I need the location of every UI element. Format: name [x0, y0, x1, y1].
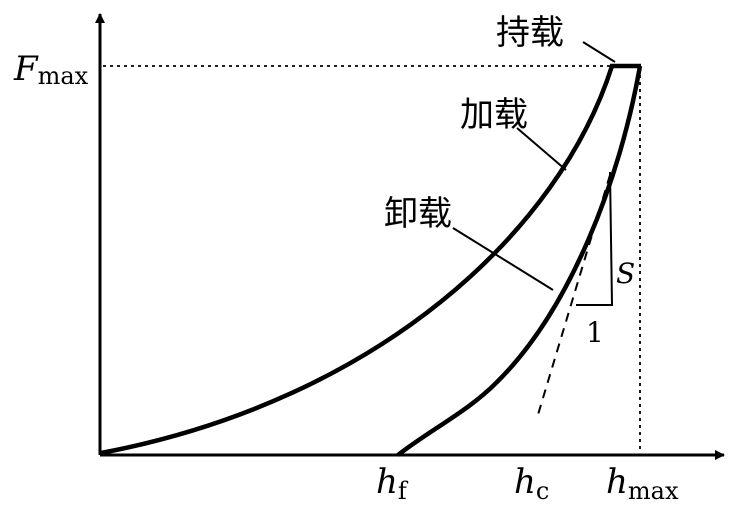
y-axis-subscript: max [38, 62, 89, 90]
x-tick-label-hf: hf [376, 462, 409, 505]
loading-leader [516, 127, 567, 171]
hold-leader [582, 41, 616, 63]
loading-label: 加载 [460, 95, 528, 135]
loading-curve [100, 65, 615, 456]
tangent-line [536, 174, 611, 419]
slope-unit-label: 1 [586, 316, 604, 349]
y-axis-symbol: F [13, 49, 39, 89]
x-tick-label-hmax: hmax [606, 462, 679, 505]
unloading-curve [396, 65, 643, 457]
slope-triangle [576, 171, 614, 306]
x-tick-label-hc: hc [514, 462, 549, 505]
hold-label: 持载 [496, 13, 564, 53]
y-axis-label: Fmax [13, 49, 89, 90]
stiffness-label: S [616, 257, 635, 290]
unloading-leader [452, 227, 554, 291]
unloading-label: 卸载 [384, 194, 452, 234]
